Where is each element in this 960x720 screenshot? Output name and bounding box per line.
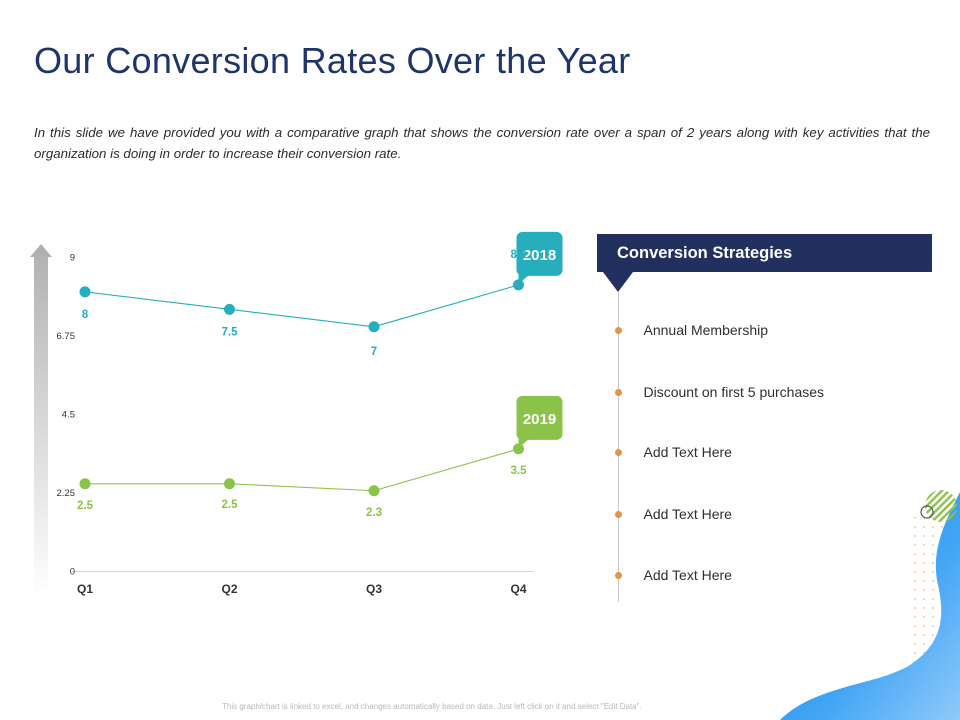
callout-label: 2018 xyxy=(523,247,556,264)
data-label-2018: 7.5 xyxy=(222,326,239,338)
series-line-2018 xyxy=(84,284,519,328)
callout-label: 2019 xyxy=(523,411,556,428)
footnote: This graph/chart is linked to excel, and… xyxy=(222,702,642,711)
data-point-2019 xyxy=(224,478,235,490)
y-axis-arrow-head xyxy=(30,244,52,257)
page-description: In this slide we have provided you with … xyxy=(34,125,930,161)
strategy-label: Add Text Here xyxy=(643,444,732,460)
strategy-item: Add Text Here xyxy=(612,442,732,462)
strategy-label: Add Text Here xyxy=(643,506,732,522)
strategy-label: Add Text Here xyxy=(643,567,732,583)
y-tick-label: 4.5 xyxy=(62,410,75,421)
data-point-2019 xyxy=(368,485,380,497)
strategy-item: Add Text Here xyxy=(612,504,732,524)
data-label-2018: 7 xyxy=(371,346,377,358)
data-point-2018 xyxy=(368,321,380,333)
data-label-2019: 2.5 xyxy=(77,500,94,512)
series-callout-2019: 2019 xyxy=(516,395,563,448)
y-tick-label: 0 xyxy=(70,567,75,578)
y-tick-label: 9 xyxy=(70,253,75,264)
bullet-dot-icon xyxy=(614,326,622,334)
x-tick-label: Q2 xyxy=(221,582,237,596)
data-point-2018 xyxy=(224,303,235,315)
data-label-2018: 8 xyxy=(82,309,89,321)
strategy-item: Add Text Here xyxy=(612,565,732,585)
strategy-item: Discount on first 5 purchases xyxy=(612,382,824,402)
strategy-label: Discount on first 5 purchases xyxy=(643,384,825,400)
conversion-line-chart: 0 2.25 4.5 6.75 9 Q1 Q2 Q3 Q4 2018 2019 8 7.5 7 8.2… xyxy=(30,231,563,598)
y-tick-label: 6.75 xyxy=(57,331,76,342)
decorative-blue-wave xyxy=(780,492,960,720)
strategies-header-pointer xyxy=(603,272,633,292)
data-point-2019 xyxy=(513,443,524,455)
page-title: Our Conversion Rates Over the Year xyxy=(34,40,631,81)
y-tick-label: 2.25 xyxy=(57,488,76,499)
data-label-2019: 3.5 xyxy=(511,465,528,477)
strategies-header-label: Conversion Strategies xyxy=(617,243,793,262)
bullet-dot-icon xyxy=(614,571,622,579)
callout-box xyxy=(516,231,563,276)
bullet-dot-icon xyxy=(614,510,622,518)
strategy-item: Annual Membership xyxy=(612,320,768,340)
data-label-2019: 2.3 xyxy=(366,507,382,519)
x-tick-label: Q3 xyxy=(366,582,382,596)
strategies-header: Conversion Strategies xyxy=(597,234,932,272)
data-point-2018 xyxy=(79,286,91,298)
data-label-2019: 2.5 xyxy=(222,499,239,511)
data-point-2018 xyxy=(513,279,524,291)
bullet-dot-icon xyxy=(614,448,622,456)
series-callout-2018: 2018 xyxy=(516,231,563,284)
series-line-2019 xyxy=(85,448,519,492)
decorative-wave xyxy=(780,490,960,720)
bullet-dot-icon xyxy=(614,388,622,396)
strategy-label: Annual Membership xyxy=(643,322,769,338)
x-tick-label: Q4 xyxy=(510,582,526,596)
data-point-2019 xyxy=(79,478,91,490)
y-axis-arrow-shaft xyxy=(34,256,48,598)
callout-box xyxy=(516,395,563,440)
data-label-2018: 8.2 xyxy=(511,249,527,261)
decorative-ring xyxy=(920,505,934,519)
strategies-timeline xyxy=(618,292,619,602)
x-tick-label: Q1 xyxy=(77,582,93,596)
